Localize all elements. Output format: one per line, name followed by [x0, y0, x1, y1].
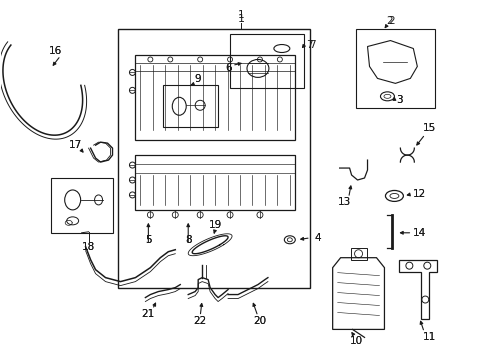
Text: 14: 14	[412, 228, 425, 238]
Text: 22: 22	[193, 316, 206, 327]
Text: 2: 2	[386, 15, 392, 26]
Text: 11: 11	[422, 332, 435, 342]
Text: 5: 5	[145, 235, 151, 245]
Text: 16: 16	[49, 45, 62, 55]
Text: 7: 7	[306, 40, 312, 50]
Text: 11: 11	[422, 332, 435, 342]
Text: 18: 18	[82, 242, 95, 252]
Text: 18: 18	[82, 242, 95, 252]
Text: 4: 4	[314, 233, 321, 243]
Bar	[229, 33, 303, 88]
Text: 4: 4	[314, 233, 321, 243]
Text: 15: 15	[422, 123, 435, 133]
Text: 5: 5	[145, 235, 151, 245]
Bar	[118, 28, 309, 288]
Text: 10: 10	[349, 336, 363, 346]
Text: 8: 8	[184, 235, 191, 245]
Text: 21: 21	[142, 310, 155, 319]
Text: 19: 19	[208, 220, 221, 230]
Text: 15: 15	[422, 123, 435, 133]
Text: 3: 3	[395, 95, 402, 105]
Text: 6: 6	[224, 63, 231, 73]
Text: 22: 22	[193, 316, 206, 327]
Text: 6: 6	[224, 63, 231, 73]
Text: 21: 21	[142, 310, 155, 319]
Text: 2: 2	[387, 15, 394, 26]
Text: 1: 1	[237, 14, 244, 24]
Text: 20: 20	[253, 316, 266, 327]
Bar	[163, 85, 218, 127]
Bar	[355, 28, 434, 108]
Text: 9: 9	[195, 75, 201, 84]
Bar	[350, 248, 366, 260]
Text: 19: 19	[208, 220, 221, 230]
Text: 9: 9	[195, 75, 201, 84]
Text: 17: 17	[69, 140, 82, 150]
Text: 13: 13	[337, 197, 350, 207]
Bar	[51, 178, 112, 233]
Text: 3: 3	[395, 95, 402, 105]
Text: 16: 16	[49, 45, 62, 55]
Text: 14: 14	[412, 228, 425, 238]
Bar	[135, 55, 294, 140]
Text: 12: 12	[412, 189, 425, 199]
Text: 8: 8	[184, 235, 191, 245]
Text: 7: 7	[309, 40, 315, 50]
Bar	[135, 155, 294, 210]
Text: 12: 12	[412, 189, 425, 199]
Text: 17: 17	[69, 140, 82, 150]
Text: 20: 20	[253, 316, 266, 327]
Text: 13: 13	[337, 197, 350, 207]
Text: 10: 10	[349, 336, 363, 346]
Text: 1: 1	[237, 10, 244, 20]
